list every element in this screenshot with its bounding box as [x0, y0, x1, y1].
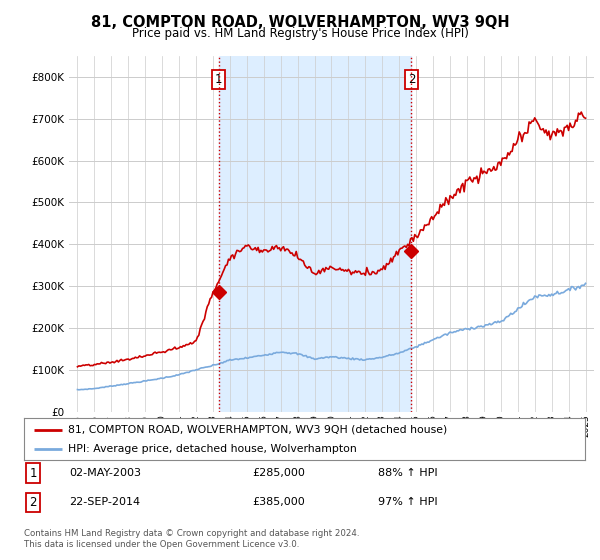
Text: £285,000: £285,000: [252, 468, 305, 478]
Text: 1: 1: [29, 466, 37, 480]
Text: 81, COMPTON ROAD, WOLVERHAMPTON, WV3 9QH (detached house): 81, COMPTON ROAD, WOLVERHAMPTON, WV3 9QH…: [68, 424, 447, 435]
Text: Contains HM Land Registry data © Crown copyright and database right 2024.
This d: Contains HM Land Registry data © Crown c…: [24, 529, 359, 549]
Text: £385,000: £385,000: [252, 497, 305, 507]
Text: 2: 2: [29, 496, 37, 509]
Text: 2: 2: [407, 73, 415, 86]
Text: 81, COMPTON ROAD, WOLVERHAMPTON, WV3 9QH: 81, COMPTON ROAD, WOLVERHAMPTON, WV3 9QH: [91, 15, 509, 30]
Text: HPI: Average price, detached house, Wolverhampton: HPI: Average price, detached house, Wolv…: [68, 444, 356, 454]
Text: 1: 1: [215, 73, 222, 86]
Text: 02-MAY-2003: 02-MAY-2003: [69, 468, 141, 478]
Bar: [218, 56, 412, 412]
Text: 22-SEP-2014: 22-SEP-2014: [69, 497, 140, 507]
Text: Price paid vs. HM Land Registry's House Price Index (HPI): Price paid vs. HM Land Registry's House …: [131, 27, 469, 40]
Text: 88% ↑ HPI: 88% ↑ HPI: [378, 468, 437, 478]
Text: 97% ↑ HPI: 97% ↑ HPI: [378, 497, 437, 507]
